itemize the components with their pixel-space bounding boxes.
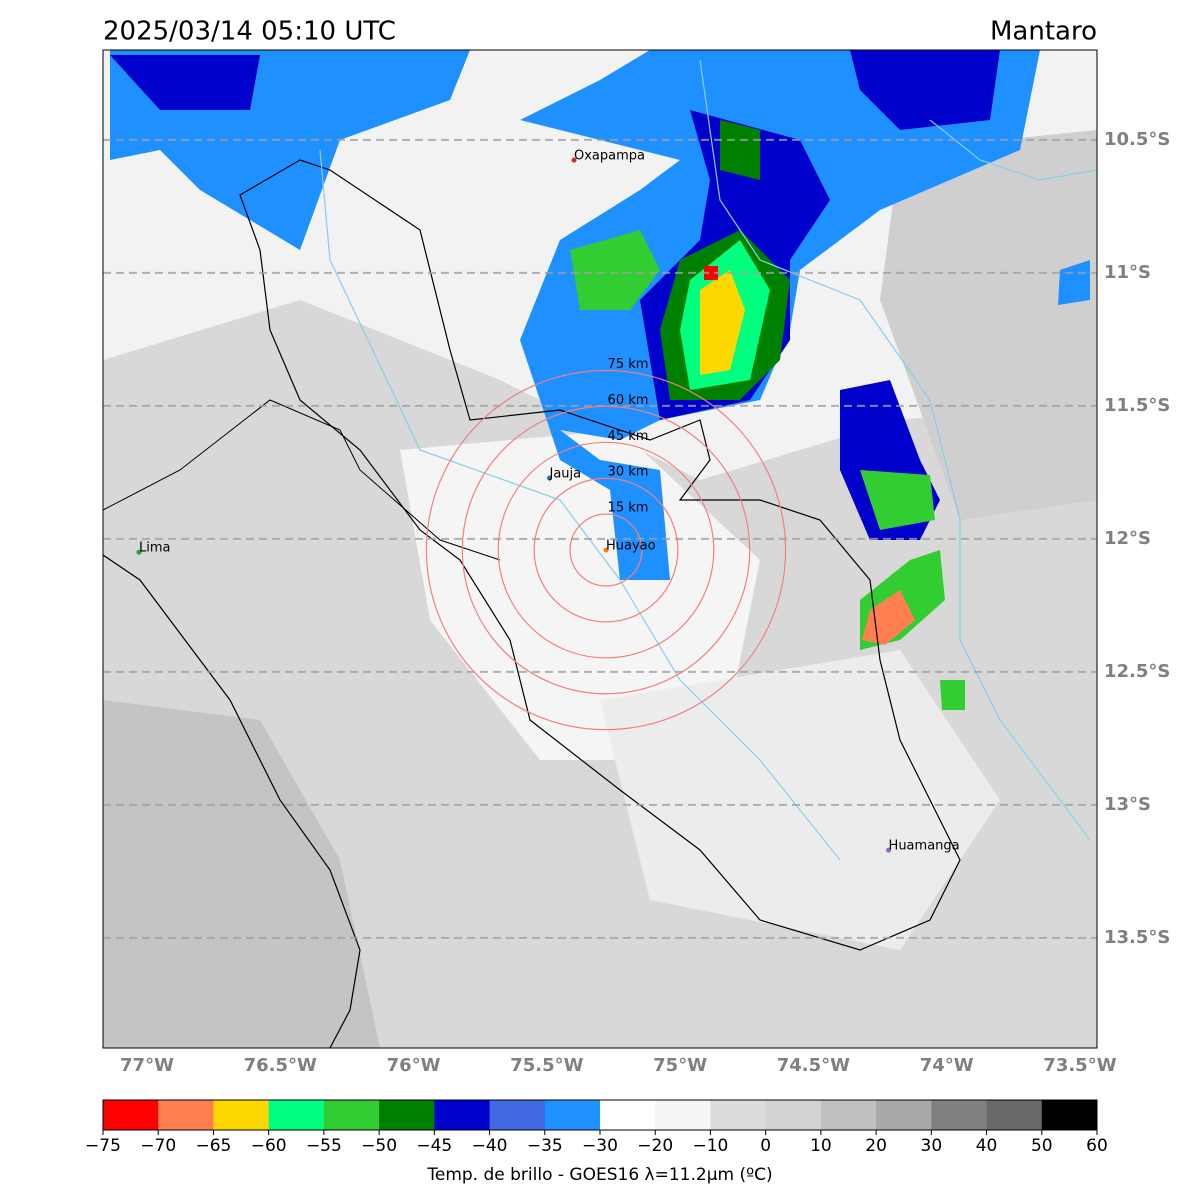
lat-label: 10.5°S	[1104, 129, 1170, 150]
ring-label: 75 km	[608, 357, 649, 372]
map-overlay: 15 km 30 km 45 km 60 km 75 km Oxapampa Jauja Hu…	[103, 138, 1097, 939]
colorbar-box	[820, 1100, 877, 1130]
city-marker	[603, 547, 609, 553]
lat-label: 12.5°S	[1104, 661, 1170, 682]
lon-label: 74.5°W	[777, 1055, 850, 1076]
colorbar-tick-label: 20	[865, 1136, 887, 1156]
range-ring	[533, 477, 679, 623]
colorbar-tick-label: −10	[692, 1136, 728, 1156]
colorbar-tick-label: −40	[472, 1136, 508, 1156]
range-ring	[425, 369, 787, 731]
colorbar-box	[434, 1100, 491, 1130]
colorbar-tick-label: −35	[527, 1136, 563, 1156]
city-marker	[136, 549, 142, 555]
title: 2025/03/14 05:10 UTC	[103, 17, 396, 47]
lon-label: 75°W	[653, 1055, 707, 1076]
colorbar-box	[1041, 1100, 1098, 1130]
colorbar-box	[600, 1100, 656, 1130]
colorbar-tick-label: −55	[306, 1136, 342, 1156]
colorbar-box	[544, 1100, 601, 1130]
city-marker	[571, 157, 577, 163]
region-name: Mantaro	[990, 17, 1097, 47]
map-frame	[102, 49, 1098, 1049]
colorbar-tick-label: −60	[251, 1136, 287, 1156]
lat-label: 12°S	[1104, 528, 1151, 549]
colorbar-label: Temp. de brillo - GOES16 λ=11.2μm (ºC)	[426, 1165, 772, 1185]
colorbar: −75 −70 −65 −60 −55 −50 −45 −40 −35 −30 −20 −10 0 10 2…	[85, 1099, 1108, 1156]
city-label: Oxapampa	[574, 149, 645, 164]
colorbar-box	[876, 1100, 932, 1130]
range-ring	[497, 441, 715, 659]
colorbar-box	[103, 1100, 159, 1130]
city-label: Huamanga	[889, 839, 960, 854]
colorbar-tick-label: 30	[921, 1136, 943, 1156]
colorbar-box	[765, 1100, 822, 1130]
ring-label: 60 km	[608, 393, 649, 408]
colorbar-box	[655, 1100, 711, 1130]
colorbar-box	[213, 1100, 270, 1130]
city-marker	[546, 475, 552, 481]
colorbar-tick-label: −30	[582, 1136, 618, 1156]
range-ring	[569, 513, 643, 587]
lon-label: 75.5°W	[510, 1055, 583, 1076]
lon-label: 76°W	[387, 1055, 441, 1076]
colorbar-tick-label: 10	[810, 1136, 832, 1156]
city-label: Lima	[139, 541, 170, 556]
range-ring	[461, 405, 751, 695]
ring-label: 30 km	[608, 465, 649, 480]
ring-label: 15 km	[608, 501, 649, 516]
lat-label: 11°S	[1104, 262, 1151, 283]
colorbar-tick-label: −50	[361, 1136, 397, 1156]
colorbar-box	[986, 1100, 1043, 1130]
colorbar-tick-label: −75	[85, 1136, 121, 1156]
colorbar-tick-label: 60	[1086, 1136, 1108, 1156]
colorbar-tick-label: −20	[637, 1136, 673, 1156]
colorbar-tick-label: 0	[760, 1136, 771, 1156]
lat-label: 13.5°S	[1104, 927, 1170, 948]
lon-label: 76.5°W	[244, 1055, 317, 1076]
satellite-image	[103, 50, 1097, 1048]
lat-label: 13°S	[1104, 794, 1151, 815]
colorbar-tick-label: −65	[195, 1136, 231, 1156]
colorbar-tick-label: −45	[416, 1136, 452, 1156]
ring-label: 45 km	[608, 429, 649, 444]
colorbar-box	[489, 1100, 546, 1130]
lon-label: 73.5°W	[1043, 1055, 1116, 1076]
colorbar-box	[268, 1100, 325, 1130]
colorbar-box	[931, 1100, 988, 1130]
colorbar-box	[379, 1100, 435, 1130]
city-label: Huayao	[606, 539, 656, 554]
colorbar-box	[710, 1100, 767, 1130]
city-marker	[886, 847, 892, 853]
colorbar-box	[158, 1100, 214, 1130]
lat-label: 11.5°S	[1104, 395, 1170, 416]
colorbar-tick-label: 50	[1031, 1136, 1053, 1156]
colorbar-box	[323, 1100, 380, 1130]
lon-label: 74°W	[920, 1055, 974, 1076]
lon-label: 77°W	[120, 1055, 174, 1076]
colorbar-tick-label: 40	[976, 1136, 998, 1156]
colorbar-tick-label: −70	[140, 1136, 176, 1156]
city-label: Jauja	[548, 466, 581, 481]
